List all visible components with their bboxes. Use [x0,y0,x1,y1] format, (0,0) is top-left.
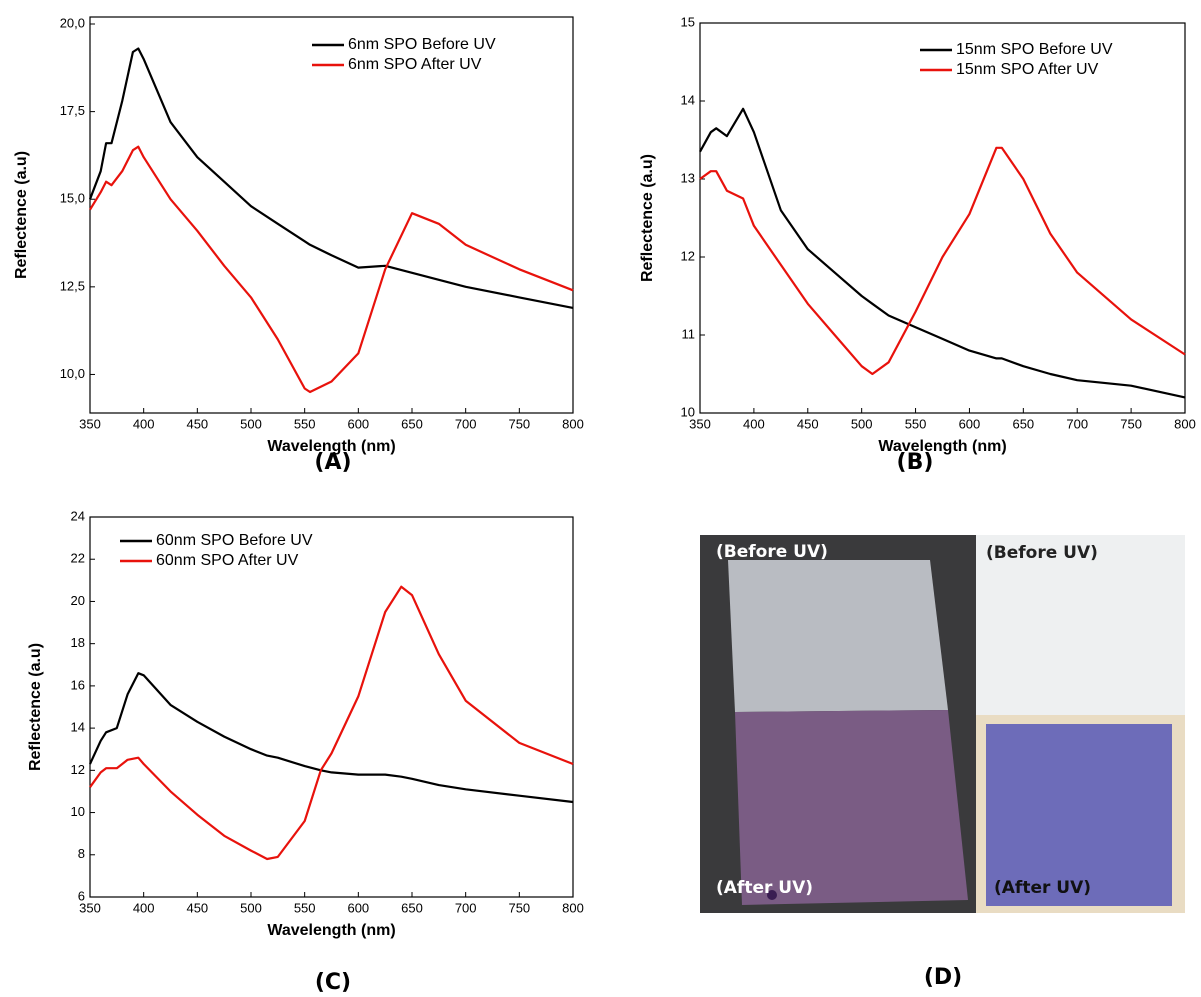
x-tick-label: 650 [401,416,423,431]
plot-frame [89,16,574,414]
x-tick-label: 600 [347,900,369,915]
x-tick-label: 450 [186,416,208,431]
spot [767,890,777,900]
x-tick-label: 700 [455,416,477,431]
legend-label: 6nm SPO Before UV [348,36,496,53]
y-tick-label: 10,0 [60,366,85,381]
x-tick-label: 650 [401,900,423,915]
x-tick-label: 800 [1174,416,1196,431]
photo-annotation: (Before UV) [986,543,1098,563]
photo-before [976,535,1185,715]
x-tick-label: 400 [133,900,155,915]
legend-label: 60nm SPO Before UV [156,532,313,549]
x-tick-label: 750 [508,416,530,431]
y-tick-label: 17,5 [60,103,85,118]
x-tick-label: 550 [905,416,927,431]
x-axis-label: Wavelength (nm) [267,922,395,939]
y-tick-label: 24 [71,508,85,523]
x-tick-label: 450 [797,416,819,431]
legend-label: 15nm SPO After UV [956,61,1099,78]
photo-panel: (Before UV) (After UV) (Before UV) (Afte… [700,535,1185,990]
x-tick-label: 700 [455,900,477,915]
x-axis-label: Wavelength (nm) [878,438,1006,455]
panel-label: (C) [315,970,351,995]
series-line [699,146,1186,376]
x-tick-label: 550 [294,900,316,915]
photo-annotation: (Before UV) [716,542,828,562]
y-tick-label: 14 [71,720,85,735]
x-tick-label: 350 [79,900,101,915]
slide-before [728,560,948,712]
y-axis-label: Reflectence (a.u) [27,643,44,771]
series-line [89,672,574,804]
y-tick-label: 15,0 [60,191,85,206]
slide-after [735,710,968,905]
x-tick-label: 550 [294,416,316,431]
y-tick-label: 12,5 [60,278,85,293]
legend-label: 6nm SPO After UV [348,56,482,73]
series-line [88,47,574,309]
legend-label: 15nm SPO Before UV [956,41,1113,58]
x-tick-label: 650 [1012,416,1034,431]
x-tick-label: 600 [959,416,981,431]
x-tick-label: 400 [743,416,765,431]
y-axis-label: Reflectence (a.u) [639,154,656,282]
x-tick-label: 750 [508,900,530,915]
plot-frame [699,22,1186,414]
x-tick-label: 350 [79,416,101,431]
y-tick-label: 20,0 [60,15,85,30]
y-tick-label: 22 [71,551,85,566]
x-axis-label: Wavelength (nm) [267,438,395,455]
y-tick-label: 10 [681,404,695,419]
y-tick-label: 6 [78,888,85,903]
y-tick-label: 14 [681,92,695,107]
x-tick-label: 500 [240,416,262,431]
series-line [89,145,574,394]
y-tick-label: 8 [78,846,85,861]
plot-frame [89,516,574,898]
series-line [699,107,1186,399]
series-line [89,585,574,861]
x-tick-label: 350 [689,416,711,431]
x-tick-label: 800 [562,416,584,431]
y-axis-label: Reflectence (a.u) [13,151,30,279]
y-tick-label: 13 [681,170,695,185]
x-tick-label: 600 [347,416,369,431]
x-tick-label: 800 [562,900,584,915]
x-tick-label: 500 [240,900,262,915]
y-tick-label: 16 [71,677,85,692]
y-tick-label: 11 [682,326,696,341]
panel-label: (B) [897,450,934,475]
y-tick-label: 12 [681,248,695,263]
y-tick-label: 12 [71,762,85,777]
legend-label: 60nm SPO After UV [156,552,299,569]
photo-annotation: (After UV) [716,878,813,898]
x-tick-label: 400 [133,416,155,431]
y-tick-label: 15 [681,14,695,29]
y-tick-label: 18 [71,635,85,650]
y-tick-label: 20 [71,593,85,608]
panel-label: (D) [924,965,962,990]
y-tick-label: 10 [71,804,85,819]
photo-after [986,724,1172,906]
x-tick-label: 700 [1066,416,1088,431]
x-tick-label: 450 [186,900,208,915]
x-tick-label: 750 [1120,416,1142,431]
x-tick-label: 500 [851,416,873,431]
photo-annotation: (After UV) [994,878,1091,898]
panel-label: (A) [314,450,351,475]
